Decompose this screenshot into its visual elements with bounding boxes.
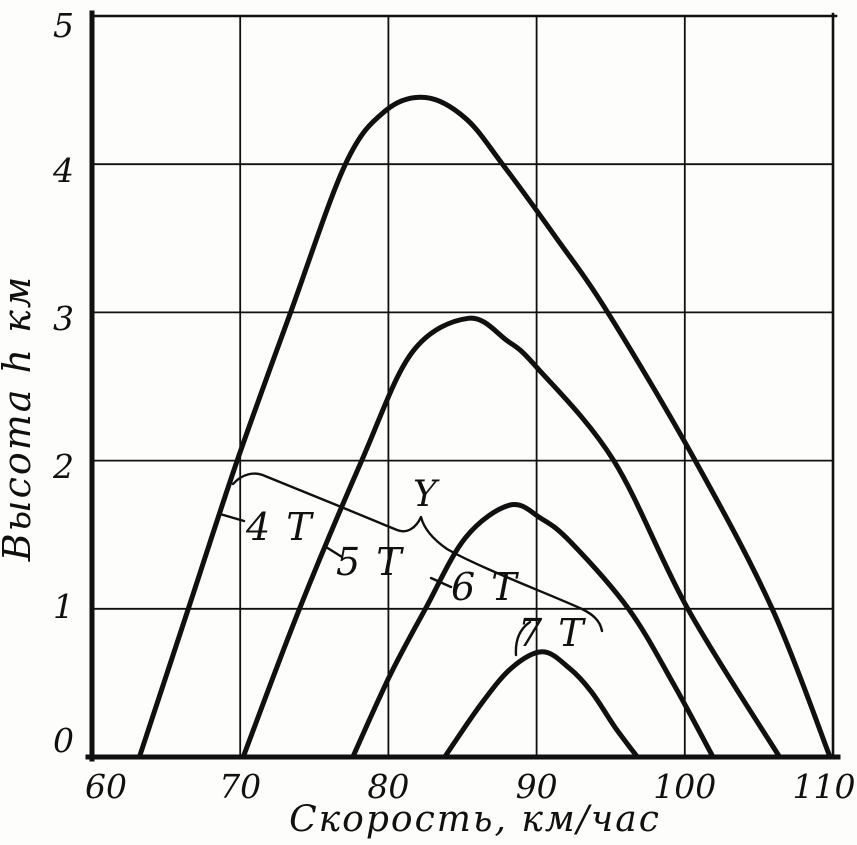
- envelope-label-y: Y: [413, 474, 440, 515]
- x-tick-label-100: 100: [653, 767, 716, 806]
- leader-5t: [324, 545, 344, 559]
- leader-6t: [429, 576, 453, 589]
- leader-7t: [514, 620, 532, 657]
- y-tick-label-3: 3: [53, 299, 74, 338]
- curve-4t: [136, 94, 833, 760]
- x-tick-label-90: 90: [516, 767, 558, 806]
- y-tick-label-4: 4: [52, 151, 74, 190]
- curve-labels: 4 Т 5 Т 6 Т 7 Т Y: [245, 474, 586, 655]
- x-tick-label-60: 60: [85, 767, 127, 806]
- curve-7t: [442, 649, 640, 760]
- plot-frame: [85, 10, 841, 762]
- callout-lines: [218, 472, 604, 657]
- x-tick-label-80: 80: [367, 767, 409, 806]
- y-tick-label-2: 2: [52, 447, 74, 486]
- curve-5t: [240, 315, 783, 760]
- curve-label-4t: 4 Т: [245, 505, 314, 549]
- x-axis-title: Скорость, км/час: [289, 799, 661, 840]
- curve-layer: [136, 94, 833, 760]
- x-tick-label-70: 70: [219, 767, 261, 806]
- curve-label-7t: 7 Т: [518, 611, 586, 655]
- curve-label-5t: 5 Т: [336, 540, 404, 584]
- curve-label-6t: 6 Т: [451, 565, 519, 609]
- y-axis-title: Высота h км: [0, 275, 39, 563]
- y-tick-label-1: 1: [53, 587, 74, 626]
- y-tick-label-0: 0: [53, 721, 74, 760]
- grid-layer: 60 70 80 90 100 110 0 1 2 3 4 5: [52, 6, 856, 806]
- axis-titles: Скорость, км/час Высота h км: [0, 275, 661, 840]
- y-tick-label-5: 5: [53, 6, 74, 45]
- leader-4t: [218, 512, 246, 523]
- x-tick-label-110: 110: [793, 767, 856, 806]
- curve-6t: [350, 501, 716, 760]
- leader-envelope-y: [231, 472, 604, 633]
